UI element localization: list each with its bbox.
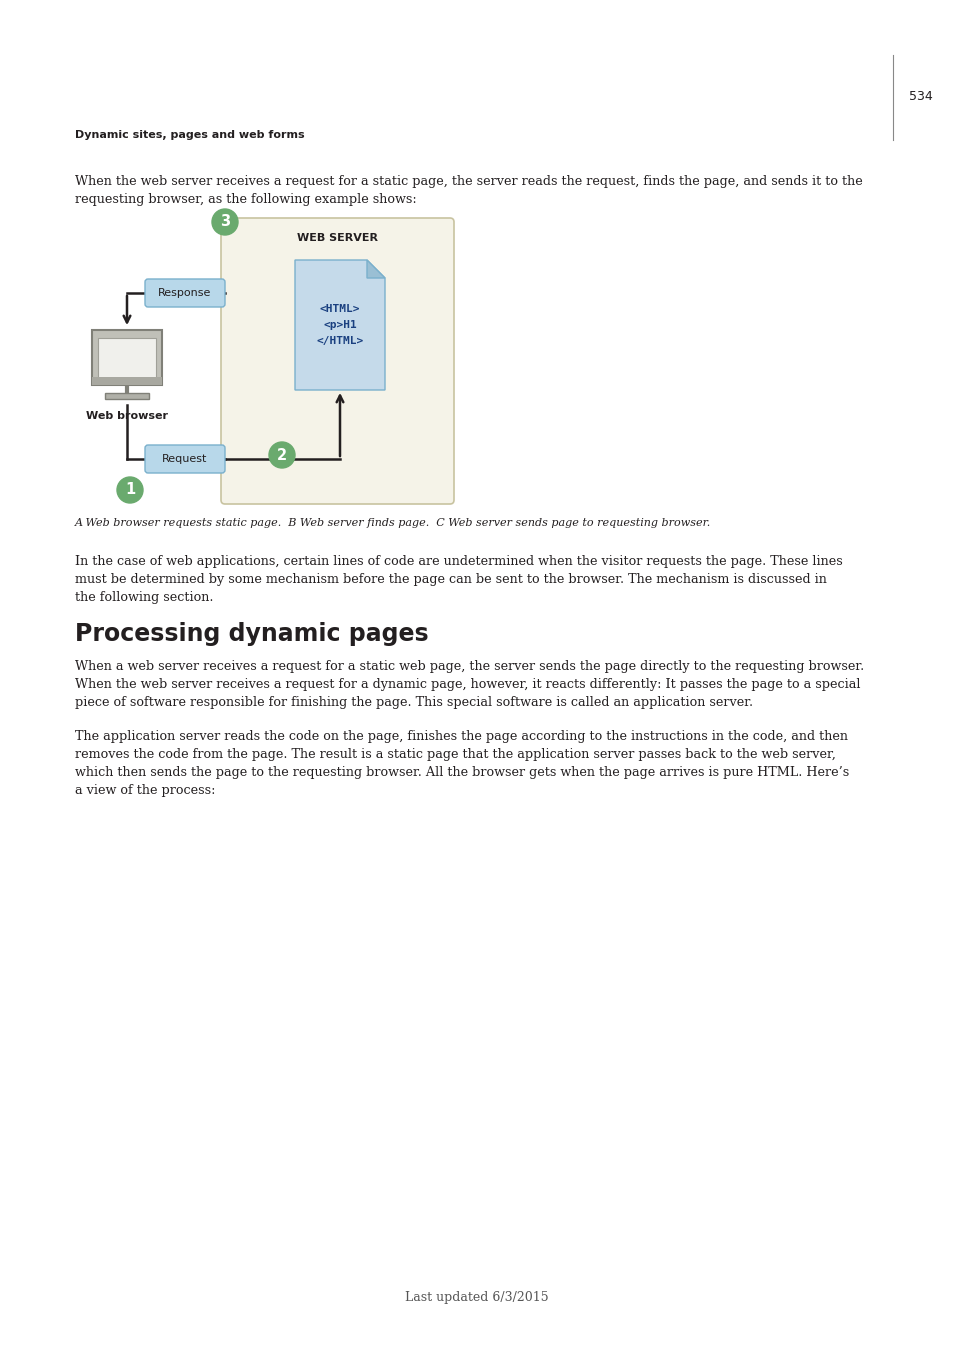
Text: When the web server receives a request for a static page, the server reads the r: When the web server receives a request f…	[75, 176, 862, 188]
Text: Last updated 6/3/2015: Last updated 6/3/2015	[405, 1292, 548, 1304]
Text: Web browser: Web browser	[86, 410, 168, 421]
Polygon shape	[294, 261, 385, 390]
Text: piece of software responsible for finishing the page. This special software is c: piece of software responsible for finish…	[75, 697, 752, 709]
Text: which then sends the page to the requesting browser. All the browser gets when t: which then sends the page to the request…	[75, 765, 848, 779]
Text: must be determined by some mechanism before the page can be sent to the browser.: must be determined by some mechanism bef…	[75, 572, 826, 586]
Text: 2: 2	[276, 447, 287, 463]
Text: 1: 1	[125, 482, 135, 498]
Circle shape	[269, 441, 294, 468]
FancyBboxPatch shape	[105, 393, 149, 400]
Text: The application server reads the code on the page, finishes the page according t: The application server reads the code on…	[75, 730, 847, 742]
Text: Request: Request	[162, 454, 208, 464]
Text: Processing dynamic pages: Processing dynamic pages	[75, 622, 428, 647]
Text: the following section.: the following section.	[75, 591, 213, 603]
Text: requesting browser, as the following example shows:: requesting browser, as the following exa…	[75, 193, 416, 207]
FancyBboxPatch shape	[91, 377, 162, 385]
Circle shape	[212, 209, 237, 235]
Text: removes the code from the page. The result is a static page that the application: removes the code from the page. The resu…	[75, 748, 835, 761]
FancyBboxPatch shape	[145, 446, 225, 472]
FancyBboxPatch shape	[98, 338, 156, 379]
Text: When the web server receives a request for a dynamic page, however, it reacts di: When the web server receives a request f…	[75, 678, 860, 691]
Text: 3: 3	[220, 215, 230, 230]
Polygon shape	[367, 261, 385, 278]
Text: <p>H1: <p>H1	[323, 320, 356, 329]
Text: 534: 534	[908, 90, 932, 104]
Text: Dynamic sites, pages and web forms: Dynamic sites, pages and web forms	[75, 130, 304, 140]
Text: In the case of web applications, certain lines of code are undetermined when the: In the case of web applications, certain…	[75, 555, 841, 568]
Text: </HTML>: </HTML>	[316, 336, 363, 346]
FancyBboxPatch shape	[91, 329, 162, 385]
Text: A Web browser requests static page.  B Web server finds page.  C Web server send: A Web browser requests static page. B We…	[75, 518, 711, 528]
Circle shape	[117, 477, 143, 504]
FancyBboxPatch shape	[145, 279, 225, 306]
Text: WEB SERVER: WEB SERVER	[296, 234, 377, 243]
Text: When a web server receives a request for a static web page, the server sends the: When a web server receives a request for…	[75, 660, 863, 674]
Text: a view of the process:: a view of the process:	[75, 784, 215, 796]
Text: Response: Response	[158, 288, 212, 298]
Text: <HTML>: <HTML>	[319, 304, 360, 315]
FancyBboxPatch shape	[221, 217, 454, 504]
